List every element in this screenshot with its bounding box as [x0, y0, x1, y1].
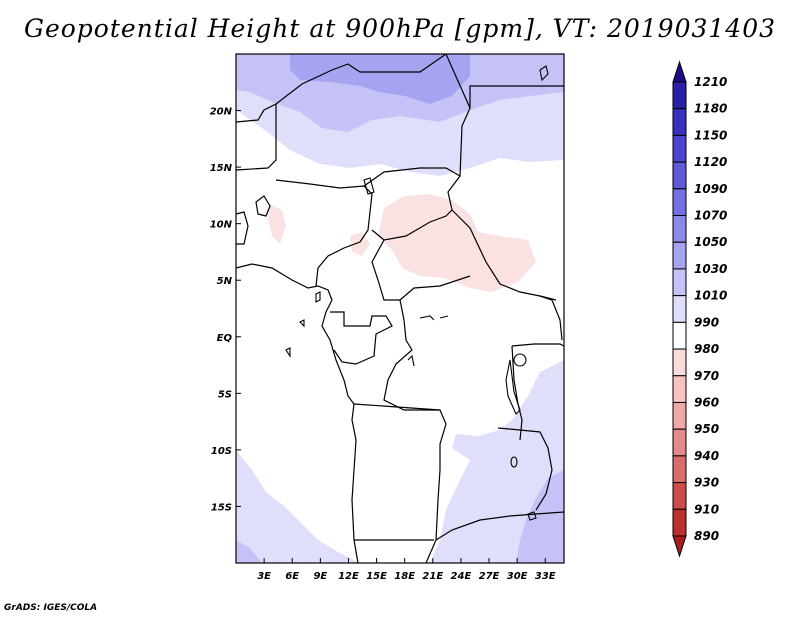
colorbar-label: 1010	[694, 289, 727, 303]
x-tick-label: 12E	[338, 571, 359, 582]
colorbar-segment	[672, 482, 687, 510]
colorbar-top-arrow	[672, 60, 687, 83]
colorbar-segment	[672, 268, 687, 297]
colorbar-label: 960	[694, 395, 719, 409]
colorbar-label: 1070	[694, 209, 727, 223]
colorbar-segment	[672, 401, 687, 430]
x-tick-label: 30E	[507, 571, 528, 582]
y-tick-label: 10S	[211, 446, 232, 457]
blue-region-southwest	[236, 450, 360, 563]
colorbar-segment	[672, 348, 687, 377]
colorbar-label: 1050	[694, 235, 727, 249]
colorbar-segment	[672, 188, 687, 217]
y-tick-label: 10N	[210, 220, 233, 231]
x-axis: 3E 6E 9E 12E 15E 18E 21E 24E 27E 30E 33E	[257, 558, 556, 582]
y-tick-label: 15S	[211, 502, 232, 513]
x-tick-label: 6E	[285, 571, 299, 582]
country-borders	[236, 54, 564, 563]
colorbar-segment	[672, 375, 687, 403]
y-tick-label: 5N	[217, 276, 233, 287]
pink-region-west	[268, 204, 286, 244]
x-tick-label: 33E	[535, 571, 556, 582]
colorbar-label: 890	[694, 529, 719, 543]
y-tick-label: 5S	[218, 389, 232, 400]
x-tick-label: 18E	[394, 571, 415, 582]
colorbar-label: 1120	[694, 155, 727, 169]
colorbar-segment	[672, 455, 687, 484]
pink-region-center-west	[350, 232, 370, 256]
colorbar-label: 1180	[694, 102, 727, 116]
blue-region-southwest-strong	[236, 540, 262, 563]
colorbar-segment	[672, 134, 687, 163]
colorbar-label: 990	[694, 315, 719, 329]
colorbar-label: 910	[694, 502, 719, 516]
y-axis: 20N 15N 10N 5N EQ 5S 10S 15S	[210, 107, 241, 513]
colorbar-segment	[672, 81, 687, 110]
x-tick-label: 9E	[313, 571, 327, 582]
height-field	[236, 54, 564, 563]
x-tick-label: 24E	[451, 571, 472, 582]
x-tick-label: 21E	[422, 571, 443, 582]
pink-region-central	[378, 194, 536, 292]
lakes	[285, 65, 549, 521]
colorbar-label: 940	[694, 449, 719, 463]
colorbar-label: 970	[694, 369, 719, 383]
colorbar-label: 950	[694, 422, 719, 436]
x-tick-label: 3E	[257, 571, 271, 582]
y-tick-label: 20N	[210, 107, 233, 118]
x-tick-label: 27E	[479, 571, 500, 582]
colorbar-label: 930	[694, 476, 719, 490]
colorbar-label: 1030	[694, 262, 727, 276]
colorbar-segment	[672, 241, 687, 270]
colorbar-segment	[672, 428, 687, 457]
map-frame	[235, 53, 565, 564]
colorbar-label: 1150	[694, 128, 727, 142]
blue-region-north-max	[290, 54, 470, 104]
colorbar-label: 1090	[694, 182, 727, 196]
colorbar-segment	[672, 161, 687, 190]
colorbar-segment	[672, 321, 687, 350]
y-tick-label: 15N	[210, 163, 233, 174]
colorbar-segment	[672, 508, 687, 537]
colorbar-label: 980	[694, 342, 719, 356]
grads-credit: GrADS: IGES/COLA	[4, 603, 98, 613]
colorbar-bottom-arrow	[672, 535, 687, 558]
colorbar: 1210 1180 1150 1120 1090 1070 1050 1030 1010 990 9…	[672, 60, 727, 558]
y-tick-label: EQ	[217, 333, 233, 344]
chart-title: Geopotential Height at 900hPa [gpm], VT:…	[23, 14, 777, 43]
colorbar-segment	[672, 295, 687, 323]
colorbar-segment	[672, 108, 687, 136]
colorbar-label: 1210	[694, 75, 727, 89]
blue-region-southeast-strong	[516, 470, 564, 563]
x-tick-label: 15E	[366, 571, 387, 582]
colorbar-segment	[672, 215, 687, 243]
